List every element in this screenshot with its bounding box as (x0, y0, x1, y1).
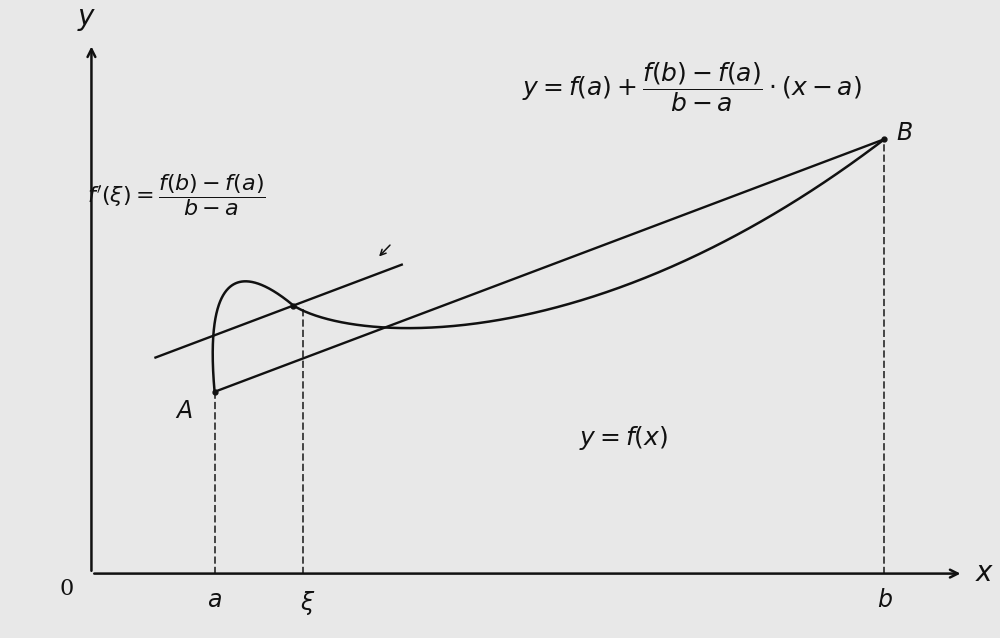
Text: $A$: $A$ (175, 399, 193, 423)
Text: $x$: $x$ (975, 560, 994, 587)
Text: $f'(\xi)=\dfrac{f(b)-f(a)}{b-a}$: $f'(\xi)=\dfrac{f(b)-f(a)}{b-a}$ (87, 172, 265, 218)
Text: $B$: $B$ (896, 121, 913, 145)
Text: $y$: $y$ (77, 6, 96, 33)
Text: 0: 0 (60, 578, 74, 600)
Text: $\xi$: $\xi$ (300, 589, 316, 617)
Text: $y = f(x)$: $y = f(x)$ (579, 424, 668, 452)
Text: $a$: $a$ (207, 589, 222, 612)
Text: $b$: $b$ (877, 589, 892, 612)
Text: $y = f(a)+\dfrac{f(b)-f(a)}{b-a}\cdot(x-a)$: $y = f(a)+\dfrac{f(b)-f(a)}{b-a}\cdot(x-… (522, 60, 862, 114)
